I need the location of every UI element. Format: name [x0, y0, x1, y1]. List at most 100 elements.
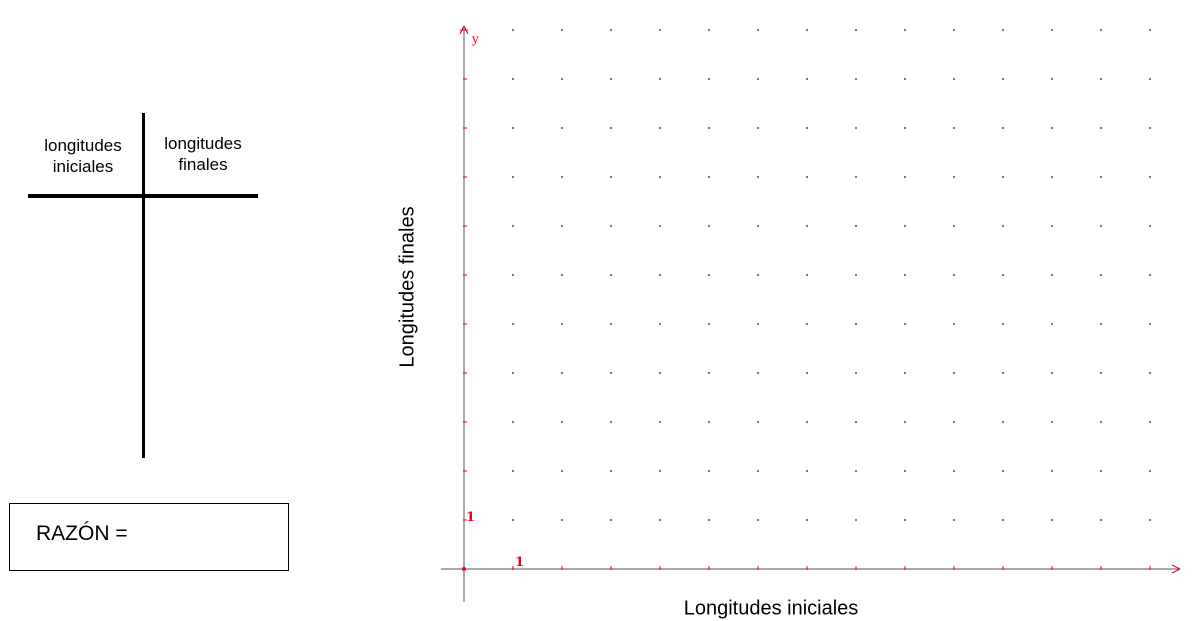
- grid-dot: [1001, 175, 1005, 179]
- grid-dot: [903, 77, 907, 81]
- grid-dot: [560, 126, 564, 130]
- grid-dot: [511, 322, 515, 326]
- y-axis-letter: y: [471, 32, 479, 46]
- grid-dot: [1001, 371, 1005, 375]
- y-tick-label-1: 1: [466, 510, 475, 525]
- grid-dot: [658, 28, 662, 32]
- grid-dot: [1001, 126, 1005, 130]
- grid-dot: [511, 371, 515, 375]
- grid-dot: [1148, 77, 1152, 81]
- grid-dot: [756, 224, 760, 228]
- grid-dot: [805, 518, 809, 522]
- x-tick-label-1: 1: [515, 555, 524, 570]
- grid-dot: [854, 518, 858, 522]
- grid-dot: [658, 518, 662, 522]
- t-table-vertical-divider: [142, 113, 145, 458]
- grid-dot: [854, 224, 858, 228]
- grid-dot: [952, 175, 956, 179]
- origin-point: [462, 567, 466, 571]
- grid-dot: [609, 28, 613, 32]
- grid-dot: [1099, 224, 1103, 228]
- grid-dot: [805, 420, 809, 424]
- grid-dot: [511, 126, 515, 130]
- grid-dot: [1050, 322, 1054, 326]
- grid-dot: [1148, 224, 1152, 228]
- grid-dot: [707, 469, 711, 473]
- grid-dot: [707, 28, 711, 32]
- grid-dot: [903, 126, 907, 130]
- grid-dot: [854, 273, 858, 277]
- grid-dot: [1099, 175, 1103, 179]
- grid-dot: [952, 126, 956, 130]
- grid-dot: [1050, 518, 1054, 522]
- grid-dot: [1099, 371, 1103, 375]
- grid-dot: [560, 175, 564, 179]
- grid-dot: [756, 273, 760, 277]
- grid-dot: [609, 518, 613, 522]
- grid-dot: [1001, 469, 1005, 473]
- grid-dot: [756, 175, 760, 179]
- grid-dot: [1001, 28, 1005, 32]
- grid-dot: [756, 28, 760, 32]
- grid-dot: [952, 420, 956, 424]
- grid-dot: [560, 273, 564, 277]
- grid-dot: [511, 518, 515, 522]
- grid-dot: [511, 28, 515, 32]
- grid-dot: [707, 420, 711, 424]
- t-table-horizontal-divider: [28, 194, 258, 198]
- grid-dot: [805, 371, 809, 375]
- grid-dot: [560, 371, 564, 375]
- grid-dot: [1001, 420, 1005, 424]
- grid-dot: [952, 371, 956, 375]
- grid-dot: [707, 175, 711, 179]
- grid-dot: [609, 224, 613, 228]
- grid-dot: [560, 28, 564, 32]
- grid-dot: [756, 371, 760, 375]
- grid-dot: [903, 273, 907, 277]
- grid-dot: [511, 224, 515, 228]
- grid-dot: [854, 469, 858, 473]
- grid-dot: [1148, 175, 1152, 179]
- grid-dot: [1099, 322, 1103, 326]
- grid-dot: [609, 322, 613, 326]
- grid-dots: [511, 28, 1152, 522]
- ratio-label: RAZÓN =: [36, 522, 128, 545]
- grid-dot: [1050, 420, 1054, 424]
- grid-dot: [756, 126, 760, 130]
- grid-dot: [658, 371, 662, 375]
- grid-dot: [1001, 224, 1005, 228]
- grid-dot: [1050, 77, 1054, 81]
- grid-dot: [1050, 224, 1054, 228]
- grid-dot: [1148, 28, 1152, 32]
- grid-dot: [707, 518, 711, 522]
- grid-dot: [805, 469, 809, 473]
- grid-dot: [1148, 126, 1152, 130]
- grid-dot: [707, 371, 711, 375]
- grid-dot: [1148, 469, 1152, 473]
- grid-dot: [1099, 273, 1103, 277]
- grid-dot: [609, 273, 613, 277]
- grid-dot: [756, 322, 760, 326]
- y-axis-arrowhead: [459, 25, 469, 35]
- grid-dot: [903, 322, 907, 326]
- grid-dot: [560, 518, 564, 522]
- grid-dot: [707, 77, 711, 81]
- grid-dot: [952, 518, 956, 522]
- grid-dot: [511, 77, 515, 81]
- grid-dot: [1001, 322, 1005, 326]
- grid-dot: [1001, 273, 1005, 277]
- grid-dot: [1099, 469, 1103, 473]
- grid-dot: [609, 469, 613, 473]
- grid-dot: [854, 126, 858, 130]
- grid-dot: [1099, 126, 1103, 130]
- grid-dot: [854, 371, 858, 375]
- grid-dot: [560, 77, 564, 81]
- grid-dot: [1148, 322, 1152, 326]
- grid-dot: [609, 420, 613, 424]
- grid-dot: [756, 420, 760, 424]
- grid-dot: [1050, 273, 1054, 277]
- grid-dot: [658, 224, 662, 228]
- grid-dot: [903, 469, 907, 473]
- grid-dot: [805, 322, 809, 326]
